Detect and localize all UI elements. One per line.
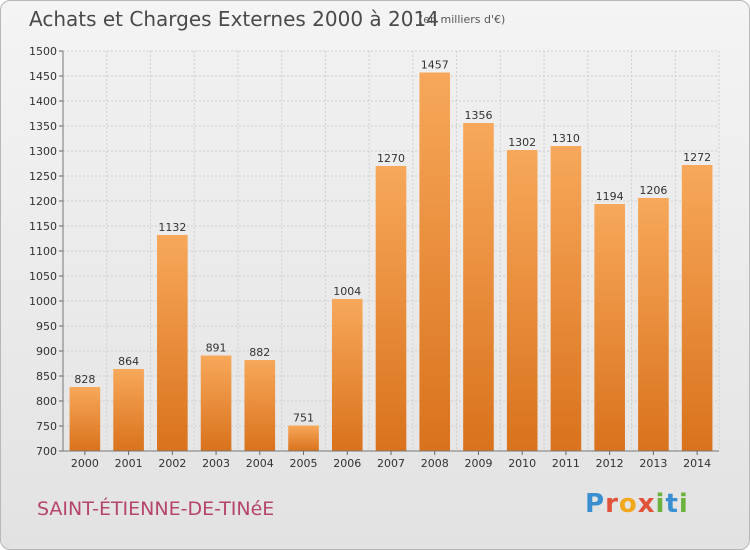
x-tick-label: 2006: [333, 457, 361, 470]
x-tick-label: 2013: [639, 457, 667, 470]
data-label: 891: [206, 342, 227, 355]
y-tick-label: 1250: [29, 170, 57, 183]
data-label: 751: [293, 412, 314, 425]
data-label: 1310: [552, 132, 580, 145]
bar-2008: [419, 72, 451, 451]
data-label: 882: [249, 346, 270, 359]
bar-2011: [550, 146, 582, 451]
data-label: 1356: [464, 109, 492, 122]
data-label: 1004: [333, 285, 361, 298]
chart-title: Achats et Charges Externes 2000 à 2014: [29, 7, 439, 31]
x-tick-label: 2004: [246, 457, 274, 470]
bar-2002: [157, 235, 188, 451]
bar-2000: [69, 387, 101, 451]
y-tick-label: 750: [36, 420, 57, 433]
y-tick-label: 1100: [29, 245, 57, 258]
bar-2006: [331, 299, 363, 451]
data-label: 1206: [639, 184, 667, 197]
x-tick-label: 2003: [202, 457, 230, 470]
x-tick-label: 2012: [596, 457, 624, 470]
y-tick-label: 1450: [29, 70, 57, 83]
y-tick-label: 850: [36, 370, 57, 383]
x-tick-label: 2001: [115, 457, 143, 470]
data-label: 828: [74, 373, 95, 386]
data-label: 1132: [158, 221, 186, 234]
bar-2012: [594, 204, 625, 451]
x-tick-label: 2007: [377, 457, 405, 470]
bar-2005: [288, 425, 319, 451]
y-tick-label: 1050: [29, 270, 57, 283]
x-tick-label: 2010: [508, 457, 536, 470]
x-tick-label: 2002: [158, 457, 186, 470]
bar-2013: [638, 198, 669, 451]
commune-name: SAINT-ÉTIENNE-DE-TINéE: [37, 498, 275, 520]
x-tick-label: 2008: [421, 457, 449, 470]
y-tick-label: 950: [36, 320, 57, 333]
x-tick-label: 2009: [464, 457, 492, 470]
y-tick-label: 1350: [29, 120, 57, 133]
y-tick-label: 1400: [29, 95, 57, 108]
chart-subtitle: (en milliers d'€): [419, 13, 506, 26]
bar-2009: [463, 123, 494, 451]
bar-2007: [375, 166, 407, 451]
data-label: 1194: [596, 190, 624, 203]
x-tick-label: 2014: [683, 457, 711, 470]
x-tick-label: 2011: [552, 457, 580, 470]
y-tick-label: 1200: [29, 195, 57, 208]
proxiti-logo: Proxiti: [585, 489, 689, 519]
bar-2010: [506, 150, 538, 451]
x-tick-label: 2000: [71, 457, 99, 470]
y-tick-label: 1150: [29, 220, 57, 233]
y-tick-label: 1300: [29, 145, 57, 158]
y-tick-label: 1000: [29, 295, 57, 308]
bar-2001: [113, 369, 144, 451]
y-tick-label: 900: [36, 345, 57, 358]
x-tick-label: 2005: [290, 457, 318, 470]
data-label: 1270: [377, 152, 405, 165]
data-label: 1457: [421, 59, 449, 72]
bar-2003: [200, 355, 232, 451]
data-label: 864: [118, 355, 139, 368]
bar-2014: [681, 165, 713, 451]
data-label: 1272: [683, 151, 711, 164]
bar-2004: [244, 360, 276, 451]
y-tick-label: 700: [36, 445, 57, 458]
y-tick-label: 1500: [29, 45, 57, 58]
data-label: 1302: [508, 136, 536, 149]
y-tick-label: 800: [36, 395, 57, 408]
